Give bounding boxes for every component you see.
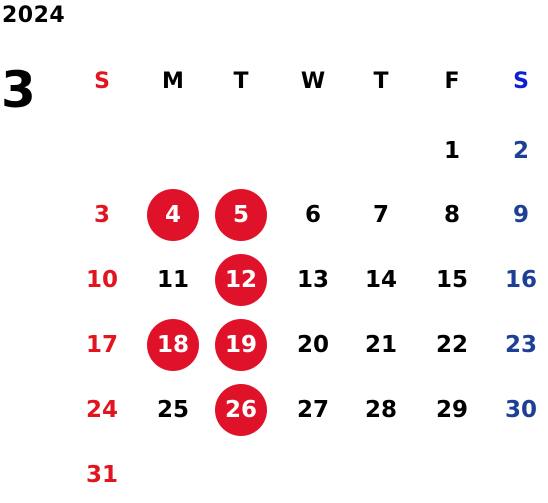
weekday-header: W bbox=[300, 68, 326, 94]
day-cell: 13 bbox=[296, 267, 329, 293]
day-cell: 16 bbox=[504, 267, 537, 293]
day-cell: 30 bbox=[504, 397, 537, 423]
weekday-header: T bbox=[233, 68, 249, 94]
day-cell: 25 bbox=[156, 397, 189, 423]
day-cell: 27 bbox=[296, 397, 329, 423]
day-cell: 28 bbox=[364, 397, 397, 423]
month-number: 3 bbox=[1, 61, 36, 119]
day-cell: 6 bbox=[304, 202, 321, 228]
day-cell: 3 bbox=[93, 202, 110, 228]
day-cell: 1 bbox=[443, 138, 460, 164]
day-cell: 31 bbox=[85, 462, 118, 488]
day-cell-highlighted: 19 bbox=[215, 319, 267, 371]
day-cell: 8 bbox=[443, 202, 460, 228]
day-cell-highlighted: 18 bbox=[147, 319, 199, 371]
weekday-header: T bbox=[373, 68, 389, 94]
weekday-header: S bbox=[94, 68, 110, 94]
day-cell: 11 bbox=[156, 267, 189, 293]
day-cell: 21 bbox=[364, 332, 397, 358]
year-label: 2024 bbox=[2, 3, 66, 28]
day-cell: 17 bbox=[85, 332, 118, 358]
weekday-header: M bbox=[162, 68, 184, 94]
day-cell: 10 bbox=[85, 267, 118, 293]
day-cell: 14 bbox=[364, 267, 397, 293]
weekday-header: F bbox=[444, 68, 460, 94]
weekday-header: S bbox=[513, 68, 529, 94]
day-cell-highlighted: 26 bbox=[215, 384, 267, 436]
day-cell: 9 bbox=[512, 202, 529, 228]
day-cell: 22 bbox=[435, 332, 468, 358]
day-cell: 7 bbox=[372, 202, 389, 228]
day-cell: 20 bbox=[296, 332, 329, 358]
day-cell: 15 bbox=[435, 267, 468, 293]
day-cell-highlighted: 5 bbox=[215, 189, 267, 241]
day-cell: 23 bbox=[504, 332, 537, 358]
day-cell: 24 bbox=[85, 397, 118, 423]
day-cell-highlighted: 12 bbox=[215, 254, 267, 306]
day-cell: 2 bbox=[512, 138, 529, 164]
day-cell-highlighted: 4 bbox=[147, 189, 199, 241]
day-cell: 29 bbox=[435, 397, 468, 423]
